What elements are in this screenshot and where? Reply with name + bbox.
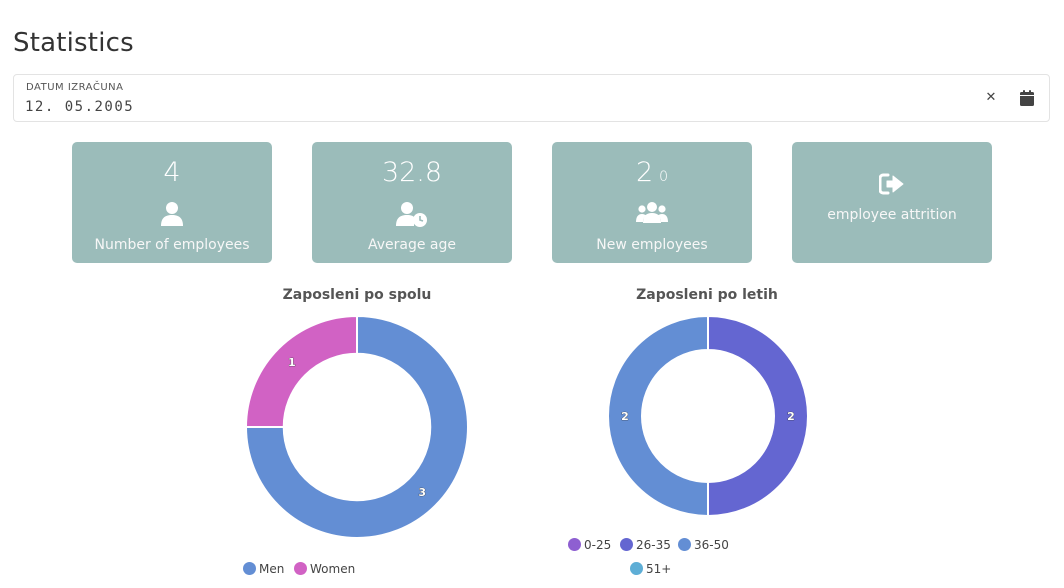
legend-label: 0-25 [584,538,612,552]
sign-out-icon [878,173,905,197]
slice-men[interactable] [244,314,469,539]
user-clock-icon [396,201,428,227]
chart-title-gender: Zaposleni po spolu [282,287,432,303]
user-icon [158,201,186,227]
slice-36-50[interactable] [607,314,709,518]
slice-value-label: 3 [418,486,426,499]
slice-value-label: 1 [288,356,296,369]
legend-label: 51+ [646,562,672,576]
date-field-value[interactable]: 12. 05.2005 [25,99,135,115]
calendar-icon[interactable] [1017,88,1037,108]
legend-swatch [678,538,691,551]
legend-label: 26-35 [636,538,671,552]
legend-item-51-[interactable]: 51+ [630,562,671,576]
card-value: 32.8 [381,157,443,188]
doughnut-chart-gender: 31 [244,314,469,539]
card-label: employee attrition [827,207,957,223]
card-average-age: 32.8 Average age [312,142,512,263]
date-field[interactable]: DATUM IZRAČUNA 12. 05.2005 ✕ [13,74,1050,122]
card-number-of-employees: 4 Number of employees [72,142,272,263]
legend-label: Women [310,562,356,576]
slice-women[interactable] [244,314,358,428]
legend-swatch [243,562,256,575]
legend-swatch [620,538,633,551]
legend-swatch [294,562,307,575]
card-value: 4 [163,157,181,188]
slice-value-label: 2 [787,410,795,423]
legend-item-women[interactable]: Women [294,562,355,576]
legend-label: 36-50 [694,538,729,552]
slice-value-label: 2 [621,410,629,423]
doughnut-chart-age: 22 [607,314,809,518]
card-label: Average age [367,237,457,253]
users-icon [636,201,668,227]
legend-swatch [630,562,643,575]
card-label: Number of employees [94,237,250,253]
legend-item-26-35[interactable]: 26-35 [620,538,671,552]
date-field-label: DATUM IZRAČUNA [26,82,124,93]
page-title: Statistics [13,28,134,58]
card-employee-attrition[interactable]: employee attrition [792,142,992,263]
legend-item-0-25[interactable]: 0-25 [568,538,611,552]
card-label: New employees [596,237,708,253]
legend-gender: Men Women [243,562,503,582]
chart-title-age: Zaposleni po letih [636,287,778,303]
legend-item-36-50[interactable]: 36-50 [678,538,729,552]
legend-item-men[interactable]: Men [243,562,284,576]
card-value-suffix: 0 [659,169,669,185]
slice-26-35[interactable] [707,314,809,518]
legend-age: 0-25 26-35 36-50 51+ [568,538,768,582]
legend-label: Men [259,562,285,576]
close-icon[interactable]: ✕ [985,90,997,105]
legend-swatch [568,538,581,551]
